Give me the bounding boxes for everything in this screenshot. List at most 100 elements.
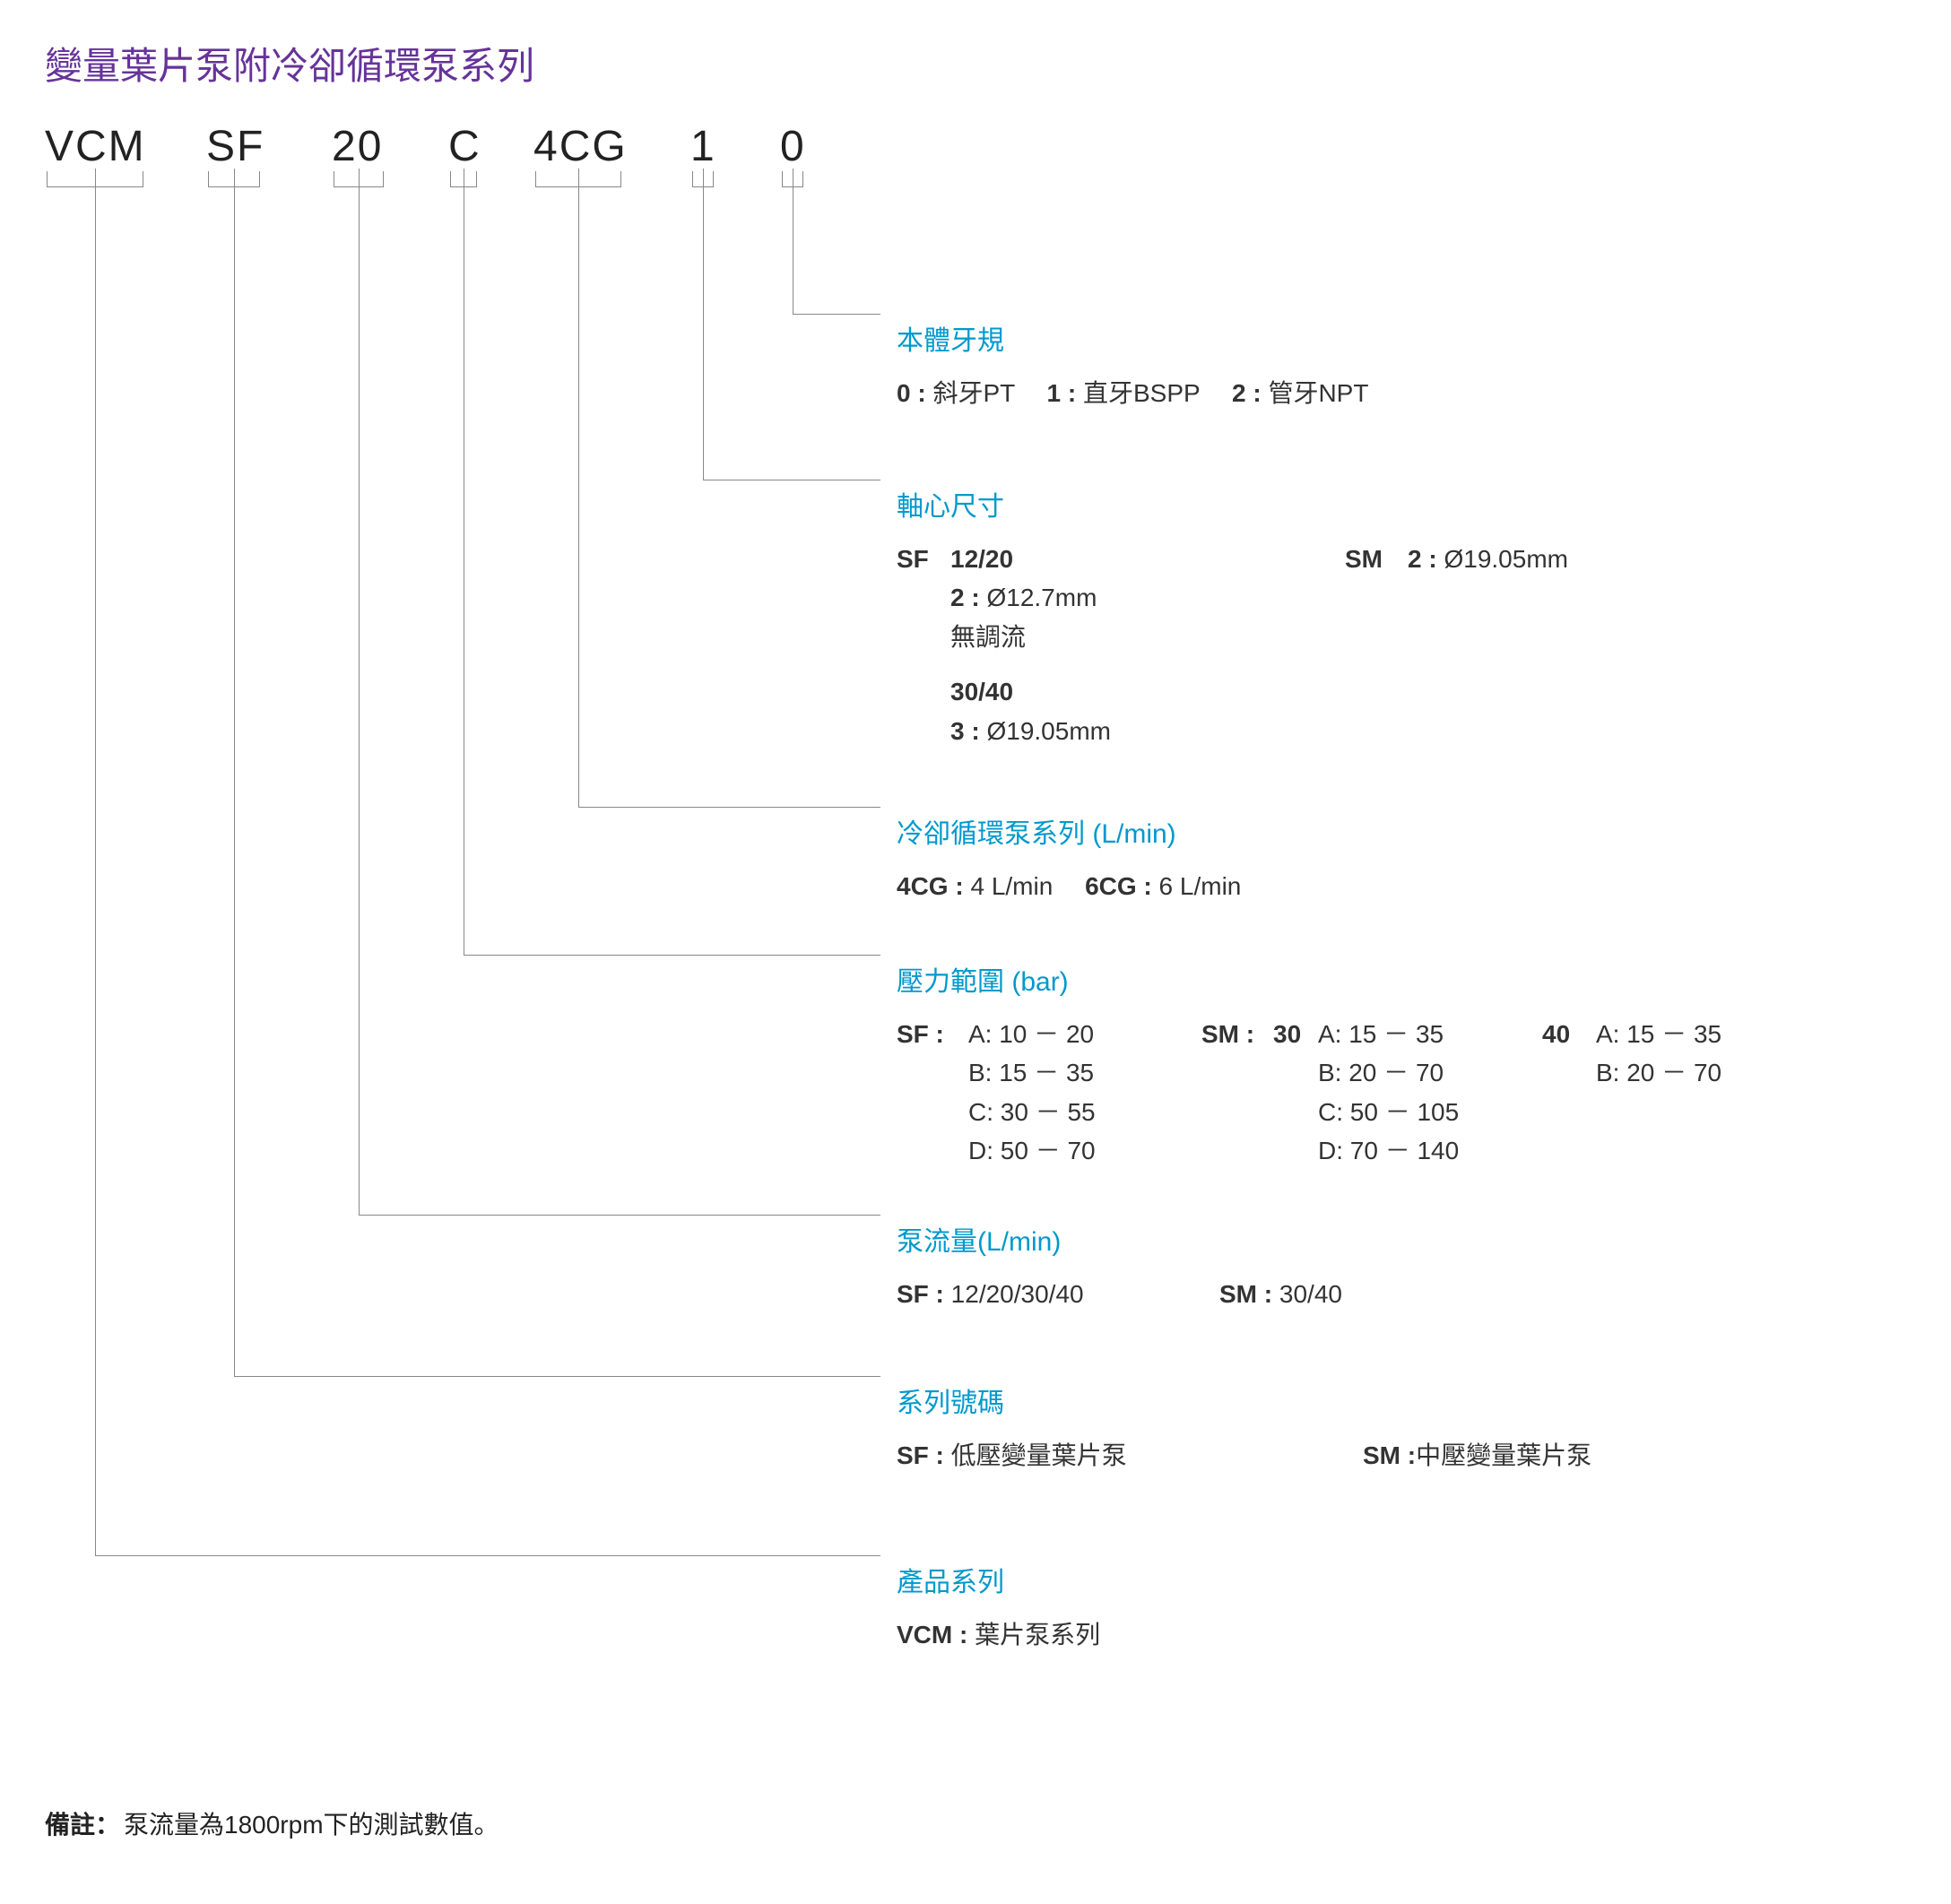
press-sf-col: A: 10 － 20 B: 15 － 35 C: 30 － 55 D: 50 －… xyxy=(968,1015,1201,1171)
body-flow: SF : 12/20/30/40 SM : 30/40 xyxy=(897,1275,1897,1313)
press-sm40-a: A: 15 － 35 xyxy=(1596,1015,1721,1053)
section-product: 產品系列 VCM : 葉片泵系列 xyxy=(897,1560,1897,1654)
flow-sf-k: SF : xyxy=(897,1280,944,1308)
flow-sf-v: 12/20/30/40 xyxy=(944,1280,1084,1308)
series-sf-v: 低壓變量葉片泵 xyxy=(944,1441,1127,1469)
conn-7 xyxy=(793,314,880,315)
press-sm30-label: 30 xyxy=(1273,1015,1318,1171)
press-sf-c: C: 30 － 55 xyxy=(968,1093,1201,1131)
body-series: SF : 低壓變量葉片泵 SM :中壓變量葉片泵 xyxy=(897,1436,1897,1475)
code-seg-sf: SF xyxy=(206,122,264,171)
shaft-sf-b-l1-v: Ø19.05mm xyxy=(980,717,1111,745)
cool-k2: 6CG : xyxy=(1085,872,1152,900)
shaft-sf-b-l1-k: 3 : xyxy=(950,717,980,745)
footnote: 備註：泵流量為1800rpm下的測試數值。 xyxy=(45,1805,499,1841)
thread-v2: 管牙NPT xyxy=(1262,379,1369,407)
cool-v1: 4 L/min xyxy=(964,872,1079,900)
series-sm: SM :中壓變量葉片泵 xyxy=(1363,1436,1591,1475)
stem-2 xyxy=(234,169,235,1376)
code-seg-c: C xyxy=(448,122,481,171)
shaft-sf-b-l1: 3 : Ø19.05mm xyxy=(950,712,1345,750)
heading-cooling: 冷卻循環泵系列 (L/min) xyxy=(897,811,1897,851)
code-seg-vcm: VCM xyxy=(45,122,146,171)
thread-v0: 斜牙PT xyxy=(926,379,1040,407)
series-sf-k: SF : xyxy=(897,1441,944,1469)
shaft-sm-l1: 2 : Ø19.05mm xyxy=(1408,540,1568,578)
heading-pressure: 壓力範圍 (bar) xyxy=(897,959,1897,999)
footnote-label: 備註： xyxy=(45,1811,120,1839)
heading-series: 系列號碼 xyxy=(897,1380,1897,1420)
conn-1 xyxy=(95,1555,880,1556)
thread-k0: 0 : xyxy=(897,379,926,407)
body-thread: 0 : 斜牙PT 1 : 直牙BSPP 2 : 管牙NPT xyxy=(897,374,1897,412)
flow-sm-k: SM : xyxy=(1219,1280,1272,1308)
shaft-sm-l1-v: Ø19.05mm xyxy=(1437,545,1568,573)
press-sm40-col: A: 15 － 35 B: 20 － 70 xyxy=(1596,1015,1721,1171)
shaft-sf-col: 12/20 2 : Ø12.7mm 無調流 30/40 3 : Ø19.05mm xyxy=(950,540,1345,750)
shaft-sm-col: 2 : Ø19.05mm xyxy=(1408,540,1568,750)
press-sf-d: D: 50 － 70 xyxy=(968,1131,1201,1170)
section-thread: 本體牙規 0 : 斜牙PT 1 : 直牙BSPP 2 : 管牙NPT xyxy=(897,318,1897,412)
body-shaft: SF 12/20 2 : Ø12.7mm 無調流 30/40 3 : Ø19.0… xyxy=(897,540,1897,750)
code-seg-0: 0 xyxy=(780,122,806,171)
flow-sf: SF : 12/20/30/40 xyxy=(897,1275,1219,1313)
footnote-text: 泵流量為1800rpm下的測試數值。 xyxy=(124,1811,499,1839)
press-sf-b: B: 15 － 35 xyxy=(968,1053,1201,1092)
thread-k1: 1 : xyxy=(1047,379,1077,407)
body-cooling: 4CG : 4 L/min 6CG : 6 L/min xyxy=(897,867,1897,905)
press-sm-label: SM : xyxy=(1201,1015,1273,1171)
press-sf-a: A: 10 － 20 xyxy=(968,1015,1201,1053)
shaft-sf-a-l1: 2 : Ø12.7mm xyxy=(950,578,1345,617)
flow-sm: SM : 30/40 xyxy=(1219,1275,1342,1313)
cool-k1: 4CG : xyxy=(897,872,964,900)
press-sm30-d: D: 70 － 140 xyxy=(1318,1131,1542,1170)
press-sm40-label: 40 xyxy=(1542,1015,1596,1171)
page-title: 變量葉片泵附冷卻循環泵系列 xyxy=(45,36,1906,91)
shaft-sf-a-l1-k: 2 : xyxy=(950,584,980,611)
heading-shaft: 軸心尺寸 xyxy=(897,484,1897,524)
product-v: 葉片泵系列 xyxy=(967,1621,1100,1649)
stem-6 xyxy=(703,169,704,480)
shaft-sf-b-head: 30/40 xyxy=(950,672,1345,711)
conn-2 xyxy=(234,1376,880,1377)
conn-4 xyxy=(464,955,880,956)
cool-v2: 6 L/min xyxy=(1152,872,1242,900)
code-seg-20: 20 xyxy=(332,122,383,171)
conn-5 xyxy=(578,807,880,808)
body-product: VCM : 葉片泵系列 xyxy=(897,1615,1897,1654)
section-cooling: 冷卻循環泵系列 (L/min) 4CG : 4 L/min 6CG : 6 L/… xyxy=(897,811,1897,905)
press-sf-label: SF : xyxy=(897,1015,968,1171)
section-series: 系列號碼 SF : 低壓變量葉片泵 SM :中壓變量葉片泵 xyxy=(897,1380,1897,1475)
flow-sm-v: 30/40 xyxy=(1272,1280,1342,1308)
stem-1 xyxy=(95,169,96,1555)
series-sf: SF : 低壓變量葉片泵 xyxy=(897,1436,1363,1475)
shaft-sf-a-l1-v: Ø12.7mm xyxy=(980,584,1097,611)
thread-k2: 2 : xyxy=(1232,379,1262,407)
series-sm-k: SM : xyxy=(1363,1441,1416,1469)
product-k: VCM : xyxy=(897,1621,967,1649)
heading-flow: 泵流量(L/min) xyxy=(897,1219,1897,1259)
shaft-sf-a-l2: 無調流 xyxy=(950,618,1345,656)
model-code-row: VCM SF 20 C 4CG 1 0 xyxy=(45,122,1906,185)
press-sm40-b: B: 20 － 70 xyxy=(1596,1053,1721,1092)
shaft-sf-a-head: 12/20 xyxy=(950,540,1345,578)
section-shaft: 軸心尺寸 SF 12/20 2 : Ø12.7mm 無調流 30/40 3 : … xyxy=(897,484,1897,750)
stem-3 xyxy=(359,169,360,1215)
press-sm30-a: A: 15 － 35 xyxy=(1318,1015,1542,1053)
stem-5 xyxy=(578,169,579,807)
press-sm30-b: B: 20 － 70 xyxy=(1318,1053,1542,1092)
press-sm30-col: A: 15 － 35 B: 20 － 70 C: 50 － 105 D: 70 … xyxy=(1318,1015,1542,1171)
code-seg-1: 1 xyxy=(690,122,716,171)
shaft-sm-l1-k: 2 : xyxy=(1408,545,1437,573)
code-seg-4cg: 4CG xyxy=(533,122,628,171)
conn-3 xyxy=(359,1215,880,1216)
section-pressure: 壓力範圍 (bar) SF : A: 10 － 20 B: 15 － 35 C:… xyxy=(897,959,1897,1171)
press-sm30-c: C: 50 － 105 xyxy=(1318,1093,1542,1131)
heading-thread: 本體牙規 xyxy=(897,318,1897,358)
section-flow: 泵流量(L/min) SF : 12/20/30/40 SM : 30/40 xyxy=(897,1219,1897,1313)
series-sm-v: 中壓變量葉片泵 xyxy=(1416,1441,1591,1469)
shaft-sm-label: SM xyxy=(1345,540,1408,750)
thread-v1: 直牙BSPP xyxy=(1076,379,1225,407)
heading-product: 產品系列 xyxy=(897,1560,1897,1599)
body-pressure: SF : A: 10 － 20 B: 15 － 35 C: 30 － 55 D:… xyxy=(897,1015,1897,1171)
